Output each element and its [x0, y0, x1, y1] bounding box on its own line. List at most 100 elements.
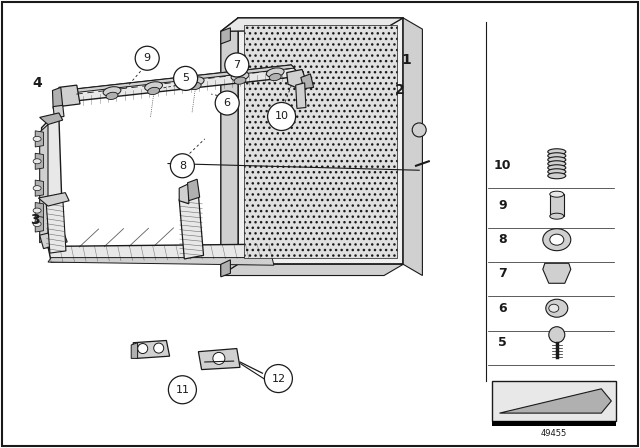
Polygon shape — [238, 18, 403, 264]
Ellipse shape — [186, 77, 204, 86]
Ellipse shape — [33, 221, 41, 227]
Bar — [492, 421, 616, 426]
Ellipse shape — [548, 153, 566, 159]
Ellipse shape — [550, 234, 564, 245]
Ellipse shape — [106, 92, 118, 99]
Polygon shape — [35, 216, 44, 232]
Text: 7: 7 — [233, 60, 241, 70]
Polygon shape — [35, 153, 44, 169]
Polygon shape — [244, 25, 397, 258]
Polygon shape — [179, 195, 204, 259]
Polygon shape — [40, 125, 48, 243]
Text: 11: 11 — [175, 385, 189, 395]
Ellipse shape — [33, 159, 41, 164]
Ellipse shape — [550, 191, 564, 197]
Polygon shape — [296, 83, 306, 108]
Ellipse shape — [548, 161, 566, 167]
Polygon shape — [221, 264, 403, 276]
Circle shape — [264, 365, 292, 392]
Text: 9: 9 — [498, 198, 507, 212]
Polygon shape — [53, 105, 64, 118]
Circle shape — [170, 154, 195, 178]
Text: 8: 8 — [498, 233, 507, 246]
Polygon shape — [52, 87, 63, 108]
Text: 2: 2 — [395, 82, 405, 97]
Polygon shape — [403, 18, 422, 276]
Ellipse shape — [548, 165, 566, 171]
Polygon shape — [198, 349, 240, 370]
Polygon shape — [48, 258, 274, 265]
Circle shape — [154, 343, 164, 353]
Polygon shape — [59, 85, 80, 106]
Ellipse shape — [266, 68, 284, 77]
Ellipse shape — [231, 72, 249, 81]
Ellipse shape — [234, 77, 246, 84]
Text: 4: 4 — [32, 76, 42, 90]
Ellipse shape — [548, 157, 566, 163]
Text: 6: 6 — [224, 98, 230, 108]
Circle shape — [268, 103, 296, 130]
Circle shape — [173, 66, 198, 90]
Ellipse shape — [550, 213, 564, 219]
Polygon shape — [42, 116, 63, 241]
Polygon shape — [287, 69, 306, 87]
Polygon shape — [35, 131, 44, 147]
Text: 5: 5 — [498, 336, 507, 349]
Ellipse shape — [189, 82, 201, 90]
Text: 10: 10 — [493, 159, 511, 172]
Bar — [548, 152, 566, 180]
Polygon shape — [70, 65, 294, 93]
Circle shape — [168, 376, 196, 404]
Ellipse shape — [33, 136, 41, 142]
Ellipse shape — [103, 87, 121, 96]
Circle shape — [135, 46, 159, 70]
Circle shape — [213, 353, 225, 364]
Ellipse shape — [148, 87, 159, 95]
Polygon shape — [499, 389, 611, 413]
Text: 3: 3 — [30, 212, 40, 227]
Polygon shape — [179, 184, 189, 204]
Ellipse shape — [33, 208, 41, 213]
Text: 8: 8 — [179, 161, 186, 171]
Polygon shape — [133, 340, 170, 358]
Ellipse shape — [543, 228, 571, 251]
Text: 1: 1 — [401, 53, 412, 68]
Text: 7: 7 — [498, 267, 507, 280]
Polygon shape — [221, 18, 403, 31]
Text: 10: 10 — [275, 112, 289, 121]
Polygon shape — [221, 260, 230, 277]
Polygon shape — [131, 343, 138, 358]
Polygon shape — [48, 244, 272, 262]
Polygon shape — [35, 202, 44, 219]
Circle shape — [138, 344, 148, 353]
Polygon shape — [221, 28, 230, 44]
Polygon shape — [40, 229, 67, 249]
Polygon shape — [35, 180, 44, 196]
Ellipse shape — [548, 169, 566, 175]
Polygon shape — [40, 113, 63, 125]
Ellipse shape — [33, 185, 41, 191]
Ellipse shape — [269, 73, 281, 81]
Ellipse shape — [548, 173, 566, 179]
Circle shape — [225, 53, 249, 77]
Polygon shape — [38, 193, 69, 206]
Bar — [550, 194, 564, 216]
Circle shape — [548, 327, 564, 343]
Polygon shape — [301, 74, 314, 89]
Ellipse shape — [546, 299, 568, 317]
Text: 6: 6 — [498, 302, 507, 315]
Polygon shape — [188, 179, 200, 201]
Circle shape — [215, 91, 239, 115]
Ellipse shape — [548, 149, 566, 155]
Circle shape — [412, 123, 426, 137]
Polygon shape — [46, 197, 66, 253]
Text: 49455: 49455 — [541, 429, 567, 438]
Text: 9: 9 — [143, 53, 151, 63]
Ellipse shape — [145, 82, 163, 91]
Polygon shape — [543, 263, 571, 283]
Polygon shape — [70, 65, 301, 101]
Text: 12: 12 — [271, 374, 285, 383]
Ellipse shape — [548, 304, 559, 312]
Bar — [492, 381, 616, 421]
Text: 5: 5 — [182, 73, 189, 83]
